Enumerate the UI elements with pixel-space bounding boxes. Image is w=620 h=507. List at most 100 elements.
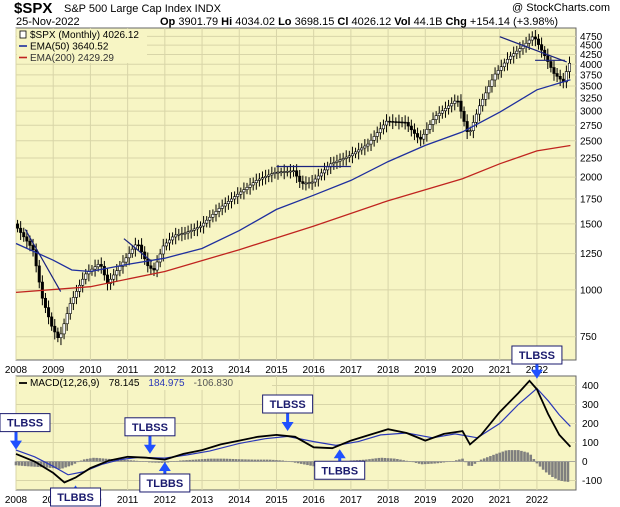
price-candle-body [68,303,72,314]
macd-histogram-bar [396,459,399,462]
macd-histogram-bar [67,461,71,467]
price-candle-body [19,227,23,233]
macd-histogram-bar [560,461,564,481]
price-y-tick-label: 3250 [580,94,603,105]
price-candle-body [59,333,63,339]
macd-x-tick-label: 2012 [154,495,177,506]
price-candle-body [536,38,540,45]
macd-histogram-bar [306,461,309,466]
macd-histogram-bar [104,458,108,462]
price-candle-body [394,121,398,123]
price-candle-body [350,153,354,157]
macd-histogram-bar [548,461,551,475]
price-y-tick-label: 4000 [580,60,603,71]
trendline [123,238,153,263]
price-candle-body [499,66,503,71]
macd-histogram-bar [538,461,542,467]
macd-histogram-bar [461,458,464,462]
price-candle-body [22,232,26,238]
price-candle-body [16,223,20,229]
price-candle-body [363,145,367,149]
macd-x-tick-label: 2015 [265,495,288,506]
price-candle-body [202,222,206,227]
macd-histogram-bar [467,461,471,466]
price-y-tick-label: 1500 [580,219,603,230]
price-candle-body [180,233,184,235]
price-x-tick-label: 2020 [451,365,474,376]
macd-histogram-bar [45,461,49,468]
macd-histogram-bar [33,461,36,467]
macd-histogram-bar [427,461,430,464]
price-candle-body [217,208,221,212]
price-candle-body [400,121,404,124]
macd-histogram-bar [554,461,557,479]
price-candle-body [189,230,193,233]
macd-histogram-bar [275,460,278,462]
price-candle-body [533,36,537,40]
price-candle-body [412,129,416,134]
price-candle-body [267,174,271,177]
macd-histogram-bar [361,459,365,462]
price-candle-body [521,45,525,49]
price-y-tick-label: 1750 [580,194,603,205]
price-candle-body [375,132,379,137]
price-candle-body [183,232,187,235]
price-y-tick-label: 3500 [580,82,603,93]
price-candle-body [270,173,274,176]
price-legend-box [17,29,147,63]
macd-histogram-bar [430,461,433,464]
price-candle-body [354,151,358,155]
price-candle-body [226,201,230,204]
macd-histogram-bar [20,461,24,466]
price-candle-body [236,193,240,197]
price-candle-body [505,59,509,64]
macd-histogram-bar [86,458,89,462]
macd-histogram-bar [30,461,33,467]
price-candle-body [385,120,389,126]
macd-x-tick-label: 2008 [5,495,28,506]
price-x-tick-label: 2011 [117,365,139,376]
price-candle-body [450,103,454,107]
price-candle-body [487,86,491,94]
macd-histogram-bar [210,458,213,462]
price-x-tick-label: 2015 [265,365,288,376]
ema200-legend-entry: EMA(200) 2429.29 [30,53,114,64]
price-candle-body [428,124,432,130]
price-x-tick-label: 2021 [489,365,512,376]
macd-legend-label: MACD(12,26,9) [30,378,99,389]
macd-histogram-bar [55,461,58,469]
macd-y-tick-label: 200 [582,419,599,430]
price-x-tick-label: 2008 [5,365,28,376]
price-candle-body [502,62,506,68]
high-label: Hi [221,16,233,28]
signal-arrow-head [530,369,543,379]
macd-histogram-bar [157,461,160,463]
price-candle-body [338,159,342,162]
price-candle-body [74,291,78,298]
price-candle-body [301,181,305,184]
price-candle-body [276,171,280,174]
ema50-line [15,79,571,273]
price-candle-body [369,139,373,145]
macd-histogram-bar [154,461,157,463]
price-candle-body [257,178,261,181]
open-label: Op [160,16,176,28]
price-candle-body [127,253,131,259]
close-value: 4026.12 [351,16,392,28]
price-y-tick-label: 1000 [580,285,603,296]
macd-histogram-bar [17,461,21,466]
price-candle-body [37,265,41,283]
price-candle-body [192,228,196,231]
macd-histogram-bar [498,452,502,462]
price-candle-body [493,73,497,81]
macd-histogram-bar [377,457,381,462]
price-y-tick-label: 3750 [580,70,603,81]
macd-histogram-bar [414,461,418,463]
price-candle-body [546,55,550,62]
annotation-box [314,460,366,480]
macd-histogram-bar [185,460,188,462]
macd-histogram-bar [383,457,387,462]
macd-histogram-bar [458,459,461,462]
price-y-tick-label: 2250 [580,153,603,164]
price-plot-area [15,27,577,361]
